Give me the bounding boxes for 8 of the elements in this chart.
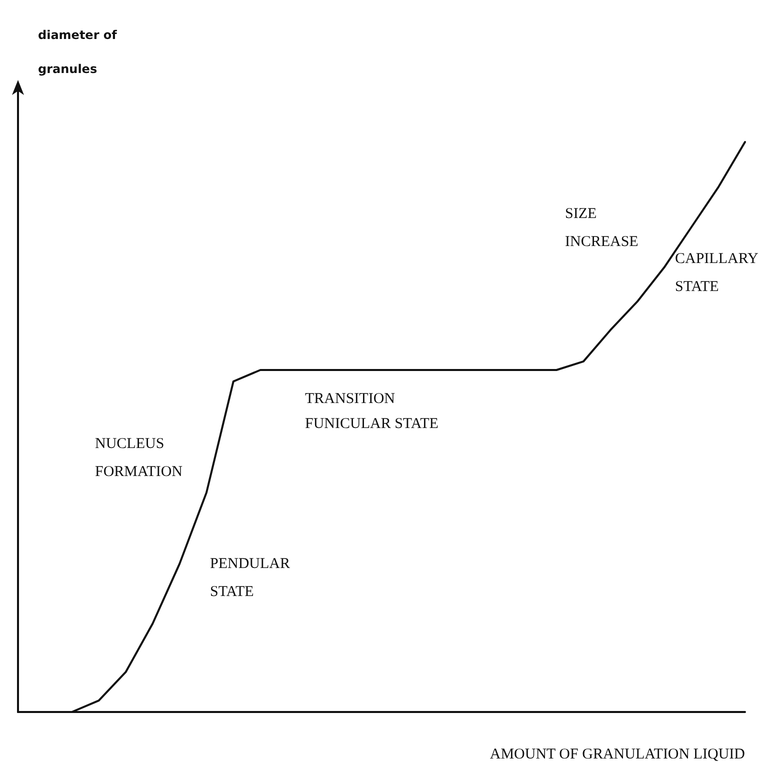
annotation: PENDULAR STATE <box>210 556 290 600</box>
x-axis-title: AMOUNT OF GRANULATION LIQUID <box>490 746 746 762</box>
annotation: FUNICULAR STATE <box>305 416 438 432</box>
text: diameter of granules <box>38 28 117 76</box>
annotation: TRANSITION <box>305 391 396 407</box>
annotation: NUCLEUS FORMATION <box>95 436 183 480</box>
annotation: SIZE INCREASE <box>565 206 638 250</box>
annotation: CAPILLARY STATE <box>675 251 759 295</box>
